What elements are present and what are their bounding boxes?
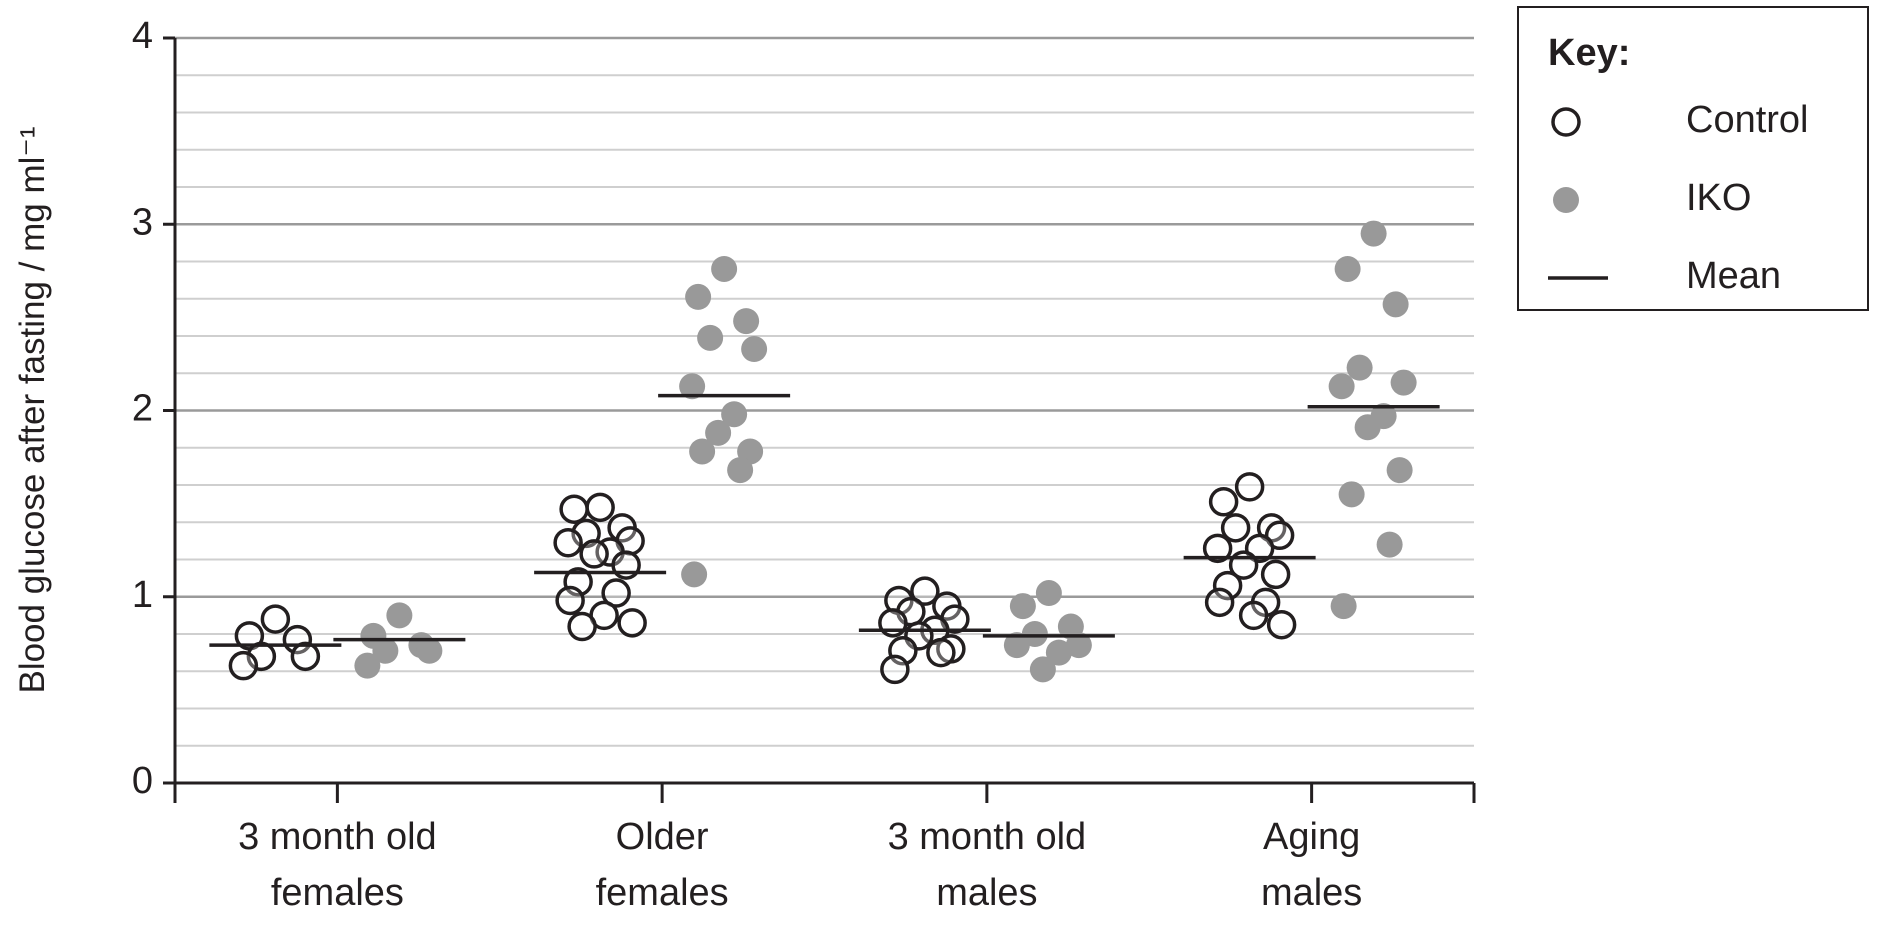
x-tick-label: 3 month old (888, 816, 1087, 858)
data-point (679, 373, 706, 400)
y-tick-label: 4 (132, 15, 153, 57)
data-point (1386, 457, 1413, 484)
legend-label: Mean (1686, 255, 1781, 297)
legend-label: Control (1686, 99, 1809, 141)
data-point (1208, 487, 1239, 517)
data-point (416, 637, 443, 664)
data-point (681, 561, 708, 588)
data-point (1346, 354, 1373, 381)
data-point (1212, 570, 1243, 601)
data-point (260, 604, 291, 634)
data-point (733, 308, 760, 335)
data-point (727, 457, 754, 484)
data-point (1382, 291, 1409, 318)
legend-marker (1551, 107, 1581, 137)
legend-title: Key: (1548, 32, 1630, 74)
data-point (697, 324, 724, 351)
data-point (1220, 513, 1251, 543)
data-point (711, 255, 738, 282)
data-point (585, 492, 615, 523)
x-tick-label: females (596, 872, 729, 914)
data-point (386, 602, 413, 629)
data-point (1045, 639, 1072, 666)
data-point (601, 578, 631, 608)
data-point (559, 494, 589, 524)
data-point (1390, 369, 1417, 396)
data-point (553, 527, 583, 558)
data-point (579, 539, 609, 569)
data-point (1009, 593, 1036, 620)
data-point (1003, 632, 1030, 659)
y-axis-label: Blood glucose after fasting / mg ml⁻¹ (13, 126, 52, 693)
data-point (372, 637, 399, 664)
data-point (228, 650, 259, 681)
data-point (1354, 414, 1381, 441)
data-point (1029, 656, 1056, 683)
legend-label: IKO (1686, 177, 1751, 219)
data-point (1334, 255, 1361, 282)
y-tick-label: 3 (132, 201, 153, 243)
data-point (1330, 593, 1357, 620)
data-point (1238, 600, 1269, 631)
legend-marker (1553, 187, 1579, 213)
data-point (926, 637, 956, 668)
data-point (1035, 580, 1062, 607)
data-point (555, 585, 585, 616)
data-point (1202, 533, 1233, 564)
y-tick-label: 1 (132, 574, 153, 616)
data-point (1234, 472, 1265, 502)
data-point (910, 576, 940, 606)
data-point (689, 438, 716, 465)
data-point (1266, 609, 1297, 640)
data-point (1338, 481, 1365, 508)
data-point (1204, 587, 1235, 618)
data-point (705, 419, 732, 446)
y-tick-label: 2 (132, 388, 153, 430)
data-point (567, 611, 597, 642)
data-point (1376, 531, 1403, 558)
x-tick-label: 3 month old (238, 816, 437, 858)
data-point (880, 654, 910, 685)
legend-box (1517, 6, 1869, 311)
data-point (1065, 632, 1092, 659)
x-tick-label: Aging (1263, 816, 1360, 858)
data-point (617, 608, 647, 638)
x-tick-label: males (1261, 872, 1362, 914)
data-point (1360, 220, 1387, 247)
x-tick-label: females (271, 872, 404, 914)
x-tick-label: Older (616, 816, 709, 858)
data-point (685, 283, 712, 310)
x-tick-label: males (936, 872, 1037, 914)
data-point (741, 336, 768, 363)
data-point (1264, 520, 1295, 551)
data-point (721, 401, 748, 428)
y-tick-label: 0 (132, 760, 153, 802)
data-point (354, 652, 381, 679)
data-point (290, 641, 321, 672)
data-point (1328, 373, 1355, 400)
data-point (1260, 559, 1291, 590)
